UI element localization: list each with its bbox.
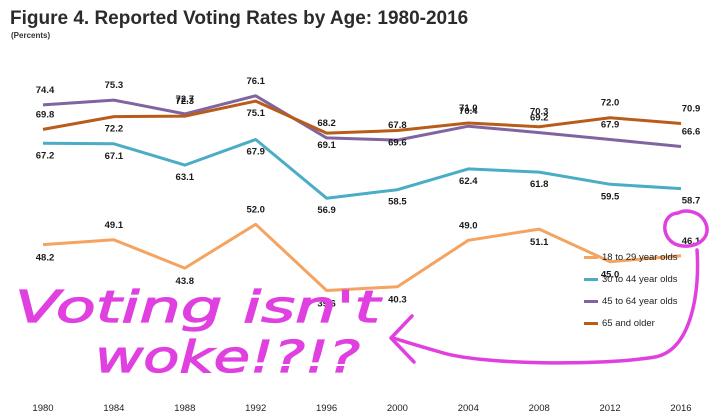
data-label-45-to-64-year-olds-2016: 66.6 <box>682 127 701 138</box>
series-line-30-to-44-year-olds <box>42 138 682 200</box>
annotation-text: Voting isn't <box>15 282 383 333</box>
legend-swatch <box>584 299 598 303</box>
data-label-45-to-64-year-olds-1984: 75.3 <box>105 80 124 91</box>
data-label-30-to-44-year-olds-1988: 63.1 <box>176 172 195 183</box>
x-tick-label-1980: 1980 <box>32 403 53 414</box>
data-label-65-and-older-1996: 69.1 <box>317 140 336 151</box>
data-label-18-to-29-year-olds-1992: 52.0 <box>246 204 265 215</box>
series-line-45-to-64-year-olds <box>42 94 682 148</box>
data-label-65-and-older-2016: 70.9 <box>682 104 701 115</box>
data-label-30-to-44-year-olds-1980: 67.2 <box>36 150 55 161</box>
data-label-18-to-29-year-olds-1984: 49.1 <box>105 220 124 231</box>
legend-swatch <box>584 321 598 325</box>
data-label-45-to-64-year-olds-1988: 72.7 <box>176 94 195 105</box>
data-label-18-to-29-year-olds-1988: 43.8 <box>176 276 195 287</box>
x-tick-label-2008: 2008 <box>529 403 550 414</box>
legend-label: 18 to 29 year olds <box>602 251 678 263</box>
data-label-18-to-29-year-olds-2004: 49.0 <box>459 220 478 231</box>
annotation-circle <box>663 209 709 248</box>
data-label-65-and-older-2000: 69.6 <box>388 138 407 149</box>
legend-swatch <box>584 277 598 281</box>
data-label-30-to-44-year-olds-1996: 56.9 <box>317 205 336 216</box>
data-label-45-to-64-year-olds-2008: 69.2 <box>530 113 549 124</box>
x-tick-label-2004: 2004 <box>458 403 479 414</box>
x-tick-label-2016: 2016 <box>670 403 691 414</box>
series-line-18-to-29-year-olds <box>42 222 682 292</box>
data-label-18-to-29-year-olds-2008: 51.1 <box>530 237 549 248</box>
data-label-45-to-64-year-olds-1996: 68.2 <box>317 118 336 129</box>
annotation-arrowhead <box>389 314 416 364</box>
legend-item-45-to-64-year-olds: 45 to 64 year olds <box>584 290 678 312</box>
legend-item-18-to-29-year-olds: 18 to 29 year olds <box>584 246 678 268</box>
legend-label: 65 and older <box>602 317 655 329</box>
data-label-18-to-29-year-olds-1980: 48.2 <box>36 253 55 264</box>
data-label-45-to-64-year-olds-1992: 76.1 <box>246 76 265 87</box>
data-label-65-and-older-1984: 72.2 <box>105 124 124 135</box>
data-label-65-and-older-2008: 70.3 <box>530 107 549 118</box>
data-label-30-to-44-year-olds-1992: 67.9 <box>246 147 265 158</box>
legend-label: 45 to 64 year olds <box>602 295 678 307</box>
data-label-30-to-44-year-olds-1984: 67.1 <box>105 151 124 162</box>
data-label-18-to-29-year-olds-1996: 39.6 <box>317 299 336 310</box>
data-label-30-to-44-year-olds-2012: 59.5 <box>601 191 620 202</box>
legend-item-30-to-44-year-olds: 30 to 44 year olds <box>584 268 678 290</box>
data-label-65-and-older-1988: 72.3 <box>176 96 195 107</box>
data-label-45-to-64-year-olds-1980: 74.4 <box>36 85 55 96</box>
data-label-65-and-older-2004: 71.0 <box>459 103 478 114</box>
data-label-30-to-44-year-olds-2000: 58.5 <box>388 197 407 208</box>
chart-title: Figure 4. Reported Voting Rates by Age: … <box>10 8 469 29</box>
data-label-45-to-64-year-olds-2004: 70.4 <box>459 106 478 117</box>
x-tick-label-1992: 1992 <box>245 403 266 414</box>
x-tick-label-1984: 1984 <box>103 403 124 414</box>
series-line-65-and-older <box>42 99 682 135</box>
x-tick-label-2000: 2000 <box>387 403 408 414</box>
data-label-65-and-older-2012: 72.0 <box>601 98 620 109</box>
annotation-arrow-line <box>391 248 700 365</box>
data-label-65-and-older-1980: 69.8 <box>36 109 55 120</box>
legend-label: 30 to 44 year olds <box>602 273 678 285</box>
data-label-30-to-44-year-olds-2004: 62.4 <box>459 176 478 187</box>
data-label-65-and-older-1992: 75.1 <box>246 108 265 119</box>
legend-item-65-and-older: 65 and older <box>584 312 678 334</box>
data-label-45-to-64-year-olds-2012: 67.9 <box>601 120 620 131</box>
legend-swatch <box>584 255 598 259</box>
data-label-30-to-44-year-olds-2008: 61.8 <box>530 179 549 190</box>
handwritten-annotation: Voting isn't woke!?!? <box>14 209 709 384</box>
data-label-30-to-44-year-olds-2016: 58.7 <box>682 196 701 207</box>
x-tick-label-2012: 2012 <box>600 403 621 414</box>
chart-legend: 18 to 29 year olds 30 to 44 year olds 45 t… <box>584 246 678 334</box>
data-label-18-to-29-year-olds-2016: 46.1 <box>682 236 701 247</box>
x-tick-label-1988: 1988 <box>174 403 195 414</box>
chart-subtitle: (Percents) <box>11 31 51 40</box>
data-label-18-to-29-year-olds-2012: 45.0 <box>601 270 620 281</box>
annotation-text-line2: woke!?!? <box>95 332 360 383</box>
x-tick-label-1996: 1996 <box>316 403 337 414</box>
data-label-18-to-29-year-olds-2000: 40.3 <box>388 295 407 306</box>
data-label-45-to-64-year-olds-2000: 67.8 <box>388 120 407 131</box>
